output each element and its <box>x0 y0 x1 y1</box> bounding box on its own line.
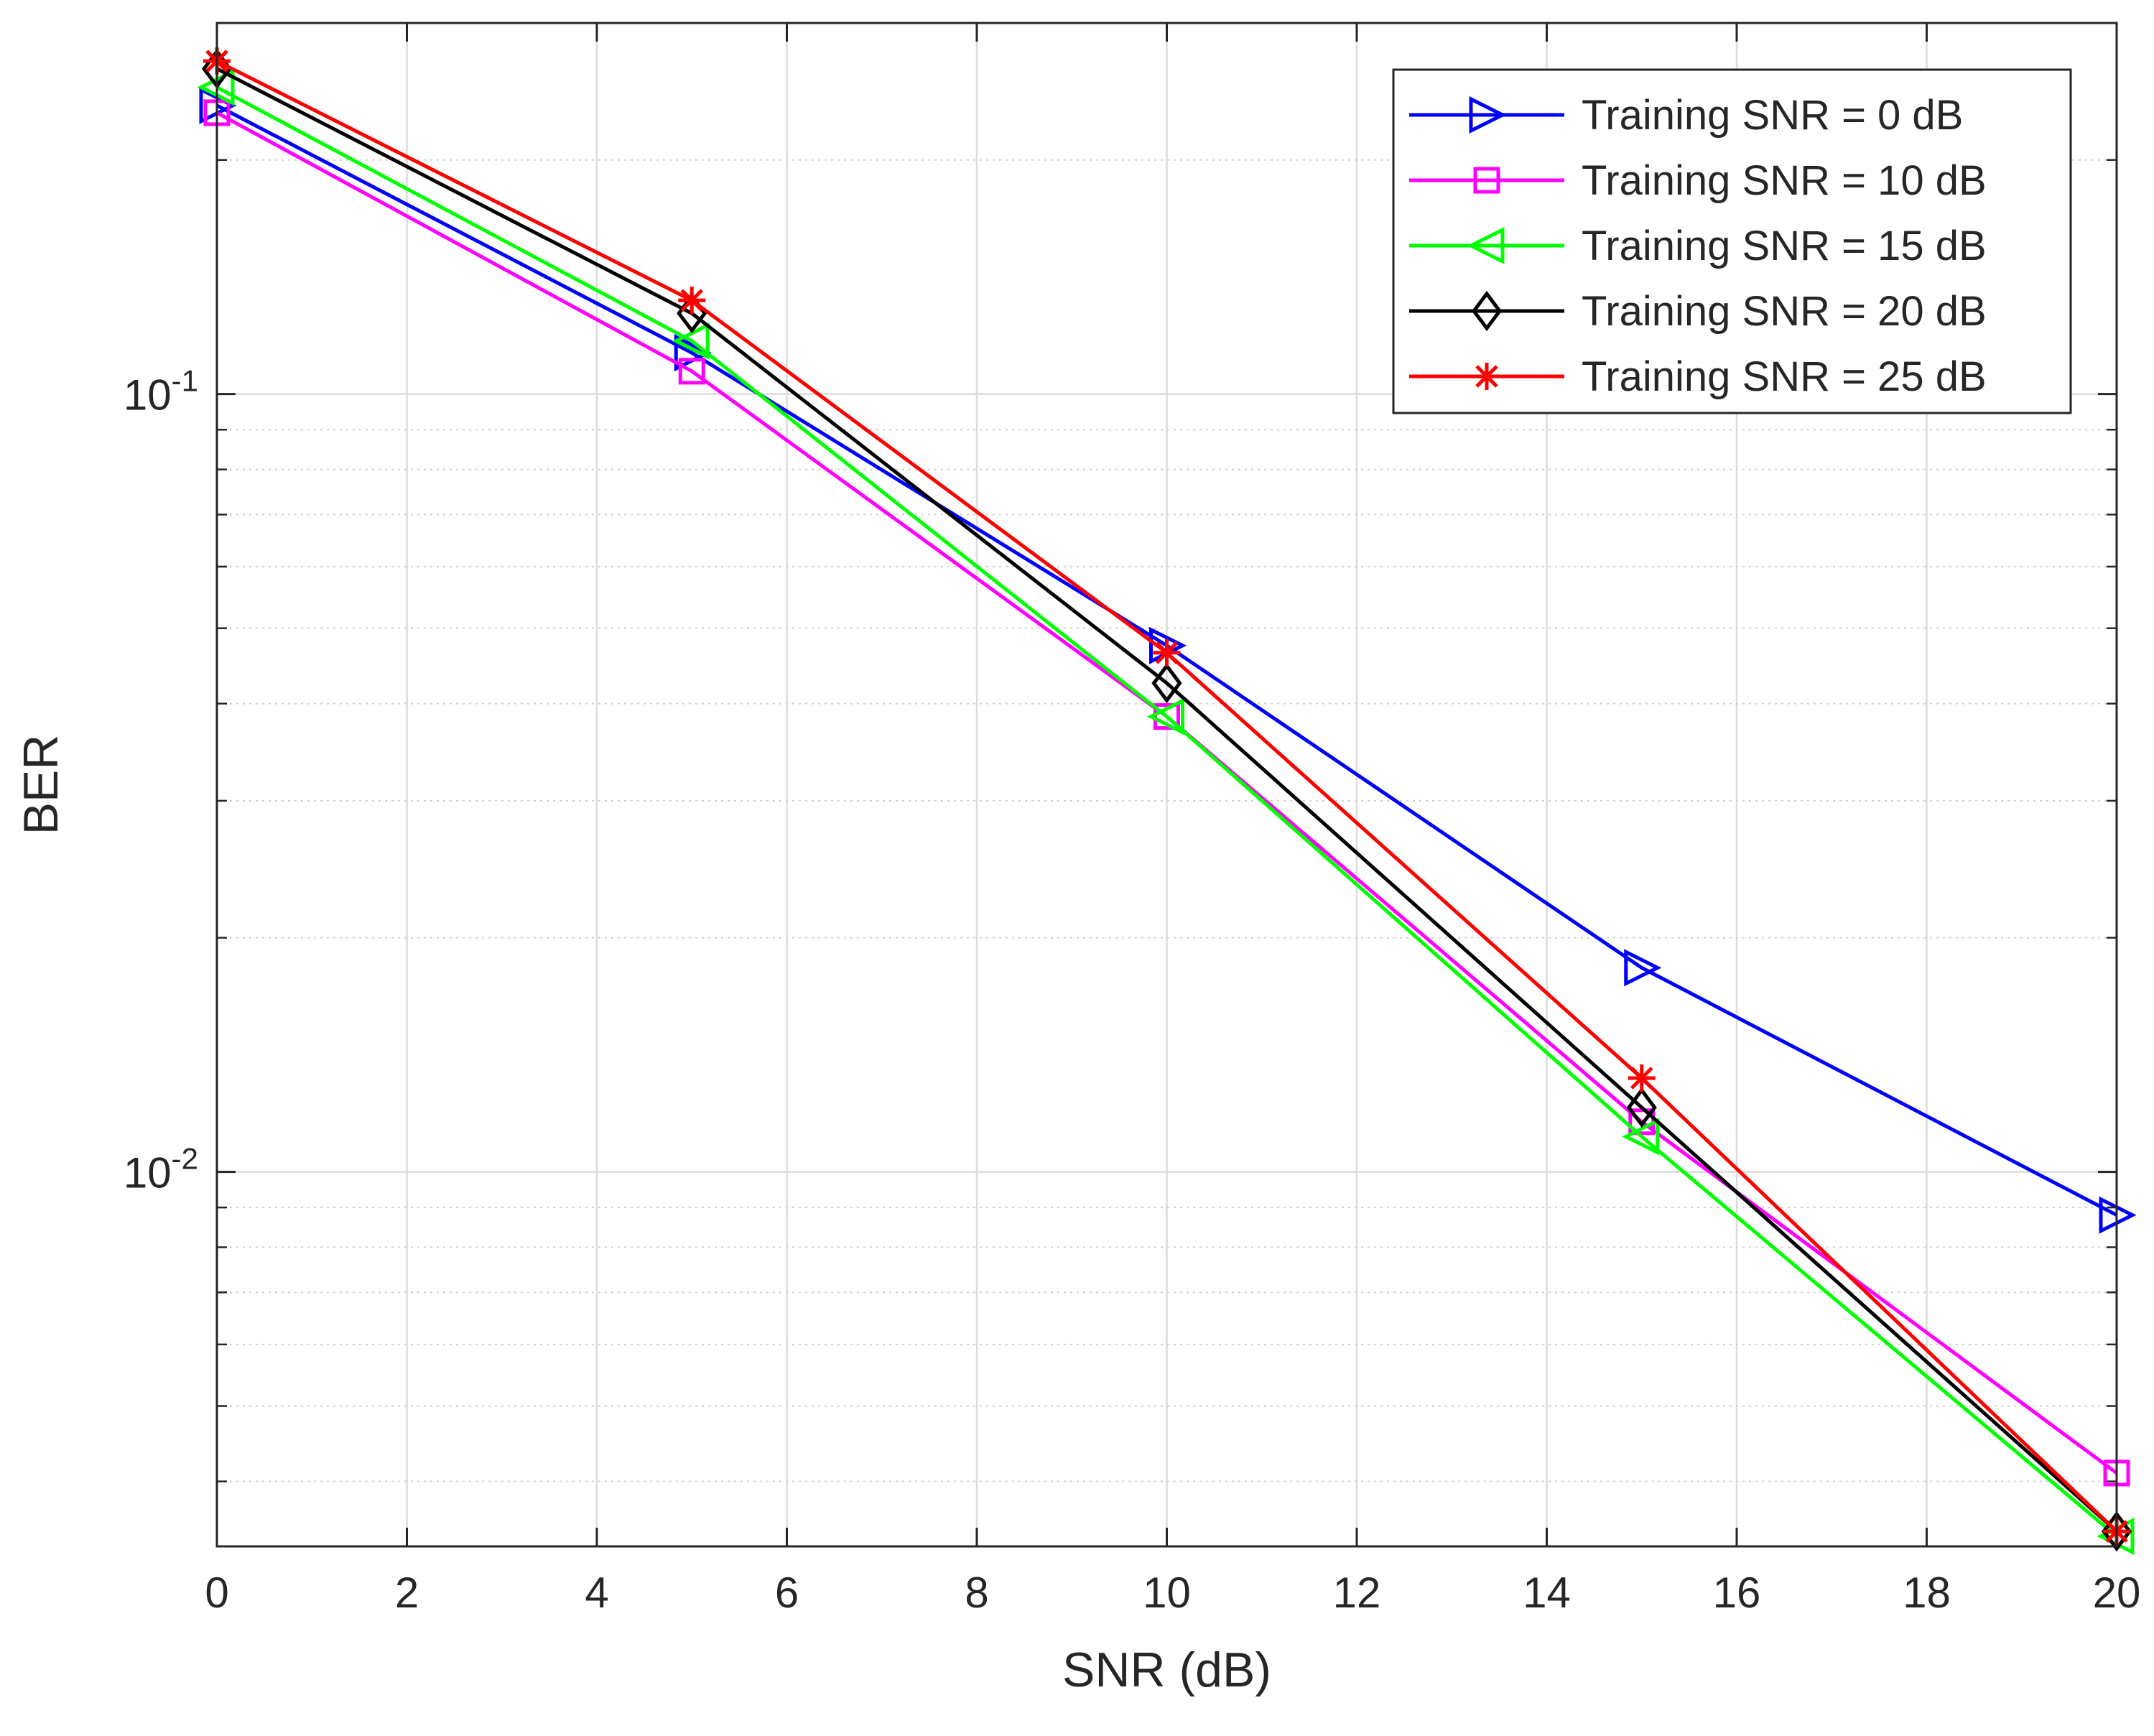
legend-box <box>1392 68 2072 414</box>
legend-label: Training SNR = 15 dB <box>1582 223 1987 269</box>
legend-marker <box>1473 167 1500 194</box>
data-point-marker <box>1626 1087 1657 1128</box>
legend-marker <box>1471 290 1503 332</box>
legend-marker <box>1473 363 1500 390</box>
asterisk-stroke <box>1630 1067 1653 1090</box>
x-tick-label: 20 <box>2093 1569 2141 1617</box>
data-point-marker <box>1151 662 1182 704</box>
data-point-marker <box>1146 697 1184 735</box>
x-tick-label: 16 <box>1713 1569 1761 1617</box>
x-tick-label: 2 <box>395 1569 419 1617</box>
legend-item: Training SNR = 20 dB <box>1409 288 1987 335</box>
y-tick-label: 10-1 <box>124 364 198 419</box>
legend-item: Training SNR = 10 dB <box>1409 157 1987 204</box>
x-tick-label: 8 <box>965 1569 988 1617</box>
legend: Training SNR = 0 dB Training SNR = 10 dB T… <box>1392 68 2072 414</box>
axis-ticks <box>215 23 2118 1546</box>
x-axis-label: SNR (dB) <box>1062 1643 1271 1697</box>
legend-item: Training SNR = 0 dB <box>1409 92 1963 139</box>
y-tick-label: 10-2 <box>124 1142 198 1197</box>
legend-label: Training SNR = 25 dB <box>1582 353 1987 400</box>
series-line <box>215 85 2118 1538</box>
x-tick-label: 18 <box>1903 1569 1951 1617</box>
legend-marker <box>1469 96 1507 134</box>
x-tick-label: 4 <box>585 1569 608 1617</box>
data-point-marker <box>1624 949 1662 987</box>
x-tick-label: 6 <box>775 1569 799 1617</box>
data-point-marker <box>1153 639 1181 667</box>
y-tick-label-base: 10 <box>124 371 172 419</box>
legend-item: Training SNR = 25 dB <box>1409 353 1987 400</box>
series-group <box>197 47 2137 1556</box>
asterisk-stroke <box>680 289 704 312</box>
data-point-marker <box>678 287 706 315</box>
data-point-marker <box>1153 703 1180 730</box>
asterisk-stroke <box>1475 365 1498 388</box>
legend-label: Training SNR = 20 dB <box>1582 288 1987 335</box>
x-tick-label: 10 <box>1143 1569 1191 1617</box>
data-point-marker <box>678 358 705 385</box>
data-point-marker <box>1628 1064 1656 1092</box>
x-tick-label: 0 <box>205 1569 228 1617</box>
y-axis-label: BER <box>14 735 68 835</box>
x-tick-label: 12 <box>1333 1569 1381 1617</box>
asterisk-stroke <box>1155 641 1179 664</box>
legend-label: Training SNR = 10 dB <box>1582 157 1987 204</box>
x-tick-label: 14 <box>1523 1569 1571 1617</box>
legend-item: Training SNR = 15 dB <box>1409 223 1987 269</box>
y-tick-label-exponent: -1 <box>172 364 198 398</box>
legend-marker <box>1467 226 1505 265</box>
legend-label: Training SNR = 0 dB <box>1582 92 1963 139</box>
y-tick-label-exponent: -2 <box>172 1142 198 1176</box>
series-line <box>215 67 2118 1533</box>
y-tick-label-base: 10 <box>124 1149 172 1197</box>
data-point-marker <box>1622 1118 1660 1156</box>
